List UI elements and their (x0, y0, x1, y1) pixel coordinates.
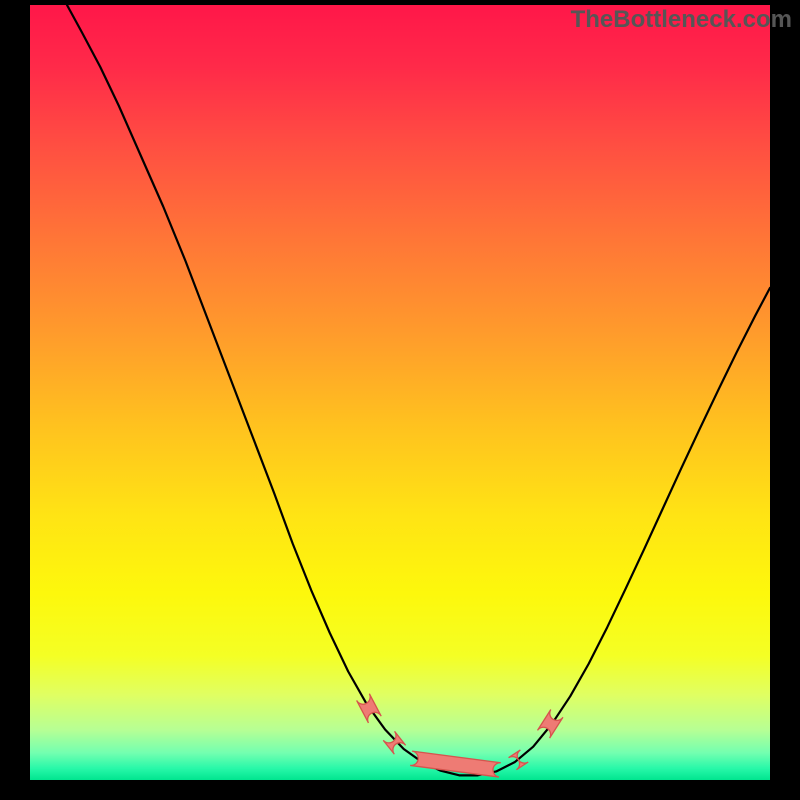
plot-background (30, 5, 770, 780)
chart-frame: TheBottleneck.com (0, 0, 800, 800)
bottleneck-curve-chart (0, 0, 800, 800)
watermark-text: TheBottleneck.com (571, 6, 792, 34)
